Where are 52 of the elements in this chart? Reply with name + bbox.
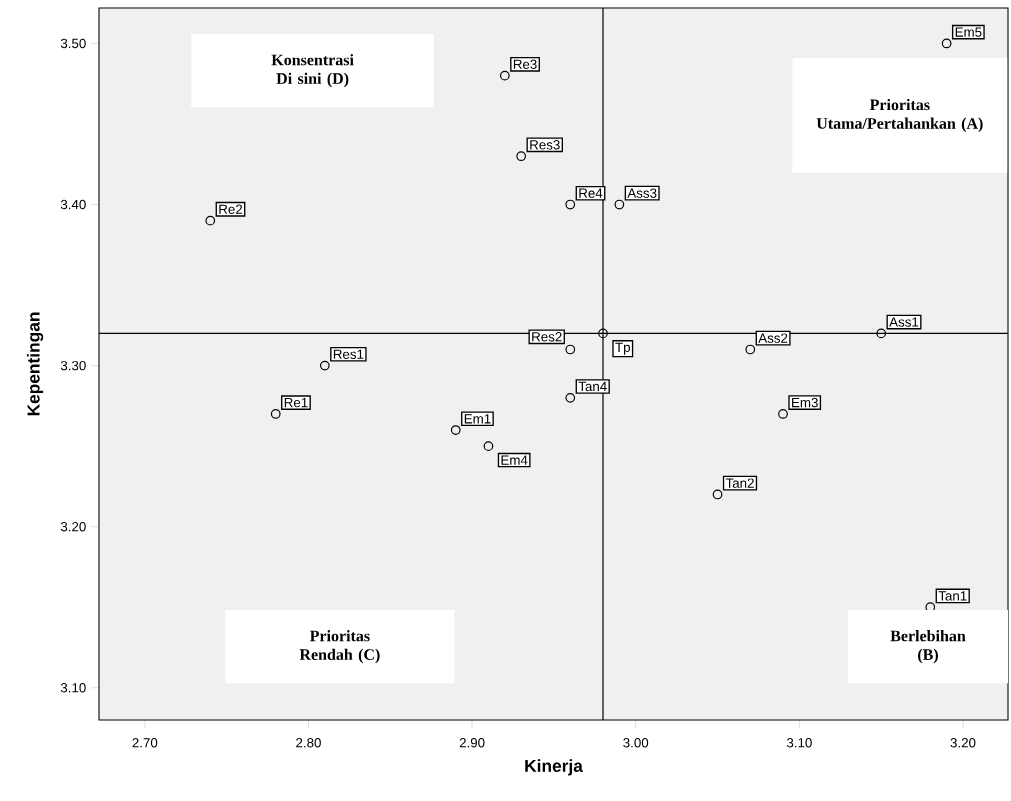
annotation: Prioritas Utama/Pertahankan (A): [816, 98, 983, 133]
x-tick-label: 2.90: [459, 738, 485, 748]
annotation: Konsentrasi Di sini (D): [271, 54, 354, 88]
point: [876, 328, 887, 339]
point: [712, 489, 723, 500]
y-axis-title: Kepentingan: [26, 312, 44, 416]
annotation: Em5: [955, 27, 982, 37]
point: [516, 151, 527, 162]
annotation: Prioritas Rendah (C): [299, 630, 380, 664]
point: [319, 360, 330, 371]
y-tick-label: 3.20: [60, 521, 86, 532]
x-tick-label: 2.70: [132, 738, 158, 748]
point: [450, 425, 461, 435]
point: [778, 409, 788, 419]
x-tick-label: 3.10: [786, 738, 812, 748]
x-tick-label: 3.20: [950, 738, 976, 748]
point: [745, 344, 756, 355]
annotation: Ass1: [889, 317, 919, 327]
annotation: Re2: [219, 204, 243, 214]
annotation: Ass2: [758, 333, 788, 343]
point: [565, 344, 576, 355]
y-tick-label: 3.50: [60, 38, 86, 49]
annotation: Res2: [532, 332, 562, 342]
point: [205, 215, 216, 226]
annotation: Re4: [579, 188, 603, 198]
annotation: Em4: [501, 455, 528, 465]
point: [614, 199, 625, 210]
annotation: Res1: [333, 349, 364, 359]
x-tick-label: 3.00: [623, 738, 649, 748]
x-tick-label: 2.80: [296, 738, 321, 748]
point: [941, 38, 952, 49]
annotation: Re1: [284, 397, 308, 408]
annotation: Tp: [615, 342, 631, 355]
point: [499, 70, 510, 81]
annotation: Tan1: [938, 591, 967, 601]
annotation: Re3: [513, 59, 537, 69]
point: [483, 441, 494, 452]
annotation: Tan4: [578, 381, 607, 392]
annotation: Ass3: [627, 188, 657, 198]
point: [598, 328, 608, 339]
point: [270, 409, 281, 419]
point: [565, 392, 576, 403]
point: [565, 199, 576, 210]
annotation: Res3: [530, 140, 560, 150]
y-tick-label: 3.40: [60, 199, 86, 210]
y-tick-label: 3.30: [60, 360, 86, 371]
annotation: Berlebihan (B): [890, 630, 966, 664]
annotation: Em3: [792, 397, 818, 408]
annotation: Em1: [464, 414, 491, 424]
y-tick-label: 3.10: [60, 683, 86, 693]
annotation: Tan2: [725, 478, 754, 488]
x-axis-title: Kinerja: [525, 759, 583, 776]
